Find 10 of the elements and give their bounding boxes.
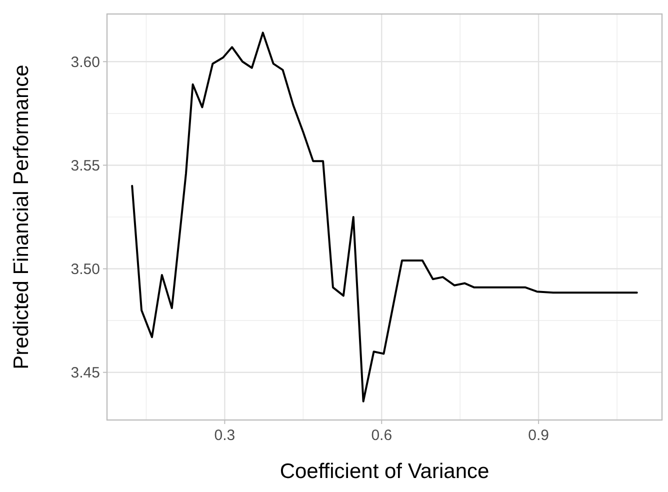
line-series xyxy=(131,32,638,402)
y-axis-title: Predicted Financial Performance xyxy=(10,64,33,370)
x-tick-label: 0.9 xyxy=(528,427,549,444)
y-tick-label: 3.45 xyxy=(70,364,100,382)
y-tick-label: 3.50 xyxy=(70,261,100,278)
y-tick-label: 3.55 xyxy=(70,157,100,174)
x-tick-label: 0.3 xyxy=(214,427,236,444)
y-tick-label: 3.60 xyxy=(70,54,100,71)
x-tick-label: 0.6 xyxy=(371,427,392,444)
x-axis-title: Coefficient of Variance xyxy=(280,460,490,483)
